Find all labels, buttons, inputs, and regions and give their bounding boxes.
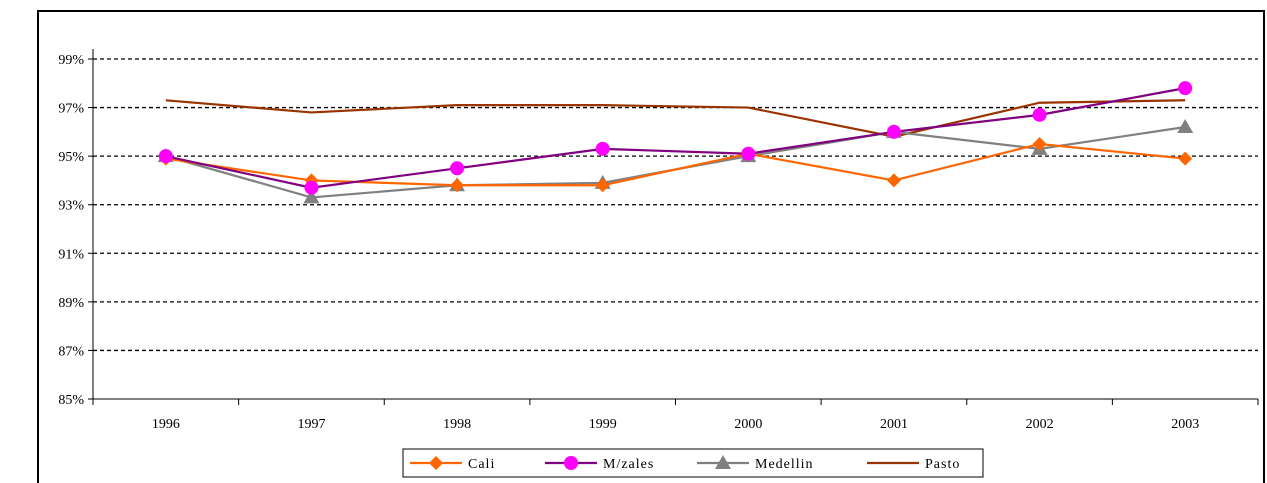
series-group bbox=[157, 81, 1194, 204]
series-line-pasto bbox=[165, 99, 1186, 138]
legend-marker bbox=[715, 455, 731, 469]
y-tick-label: 91% bbox=[58, 247, 84, 262]
y-tick-label: 93% bbox=[58, 199, 84, 214]
series-line-m-zales bbox=[165, 87, 1186, 189]
data-point-m-zales bbox=[450, 161, 465, 176]
legend-item-m-zales: M/zales bbox=[545, 456, 654, 472]
axes: 85% 87% 89% 91% 93% 95% 97% 99% 1996 1997 1998 1999… bbox=[58, 49, 1259, 432]
x-tick-label: 1998 bbox=[443, 417, 471, 432]
data-point-m-zales bbox=[741, 146, 756, 161]
data-point-m-zales bbox=[1032, 107, 1047, 122]
data-point-medellin bbox=[1177, 119, 1194, 133]
x-tick-label: 2000 bbox=[734, 417, 762, 432]
series-m-zales bbox=[158, 81, 1193, 195]
y-tick-label: 89% bbox=[58, 296, 84, 311]
data-point-m-zales bbox=[595, 141, 610, 156]
x-tick-label: 2002 bbox=[1026, 417, 1054, 432]
legend-item-pasto: Pasto bbox=[867, 457, 960, 472]
data-point-cali bbox=[886, 173, 901, 188]
x-tick-label: 2001 bbox=[880, 417, 908, 432]
data-point-medellin bbox=[303, 189, 320, 204]
x-tick-label: 1997 bbox=[297, 417, 325, 432]
legend-marker bbox=[564, 456, 578, 470]
legend-item-cali: Cali bbox=[410, 456, 495, 472]
legend-label: Cali bbox=[468, 457, 495, 472]
y-tick-label: 85% bbox=[58, 393, 84, 408]
legend-label: Pasto bbox=[925, 457, 960, 472]
data-point-cali bbox=[450, 178, 465, 193]
x-tick-label: 1999 bbox=[589, 417, 617, 432]
y-tick-label: 95% bbox=[58, 150, 84, 165]
chart-border bbox=[37, 10, 1265, 483]
data-point-m-zales bbox=[158, 149, 173, 164]
x-tick-label: 1996 bbox=[152, 417, 180, 432]
y-tick-label: 97% bbox=[58, 102, 84, 117]
legend-marker bbox=[429, 456, 443, 470]
y-tick-label: 87% bbox=[58, 344, 84, 359]
legend-label: M/zales bbox=[603, 457, 654, 472]
x-tick-label: 2003 bbox=[1171, 417, 1199, 432]
legend-label: Medellin bbox=[755, 457, 814, 472]
data-point-cali bbox=[1178, 151, 1193, 166]
data-point-cali bbox=[1032, 137, 1047, 151]
legend: Cali M/zales Medellin Pasto bbox=[402, 448, 984, 478]
y-tick-label: 99% bbox=[58, 53, 84, 68]
gridlines bbox=[93, 58, 1258, 352]
series-pasto bbox=[165, 99, 1186, 138]
data-point-m-zales bbox=[1178, 81, 1193, 96]
data-point-m-zales bbox=[886, 124, 901, 139]
legend-item-medellin: Medellin bbox=[697, 455, 814, 472]
series-line-cali bbox=[165, 142, 1186, 187]
data-point-m-zales bbox=[304, 180, 319, 195]
data-point-cali bbox=[595, 178, 610, 193]
